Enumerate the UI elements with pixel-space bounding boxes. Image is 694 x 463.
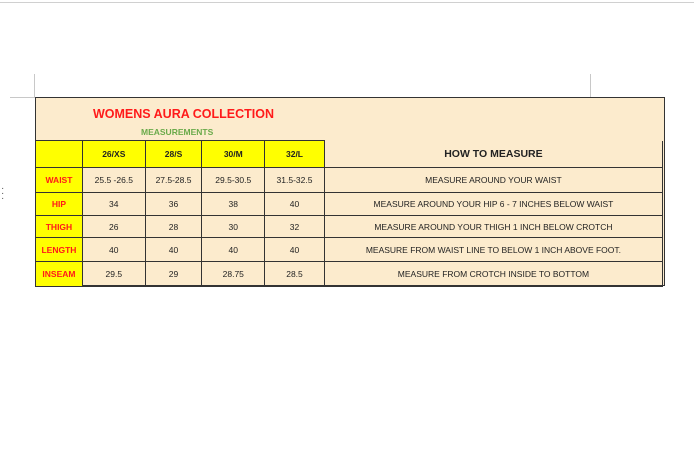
table-row: WAIST 25.5 -26.5 27.5-28.5 29.5-30.5 31.5-32…	[35, 167, 664, 193]
measure-label: THIGH	[35, 215, 83, 238]
size-header: 30/M	[201, 140, 266, 168]
measure-value: 30	[201, 215, 266, 238]
measure-value: 40	[264, 192, 325, 216]
page-corner-mark	[34, 74, 35, 97]
chart-subtitle: MEASUREMENTS	[141, 127, 214, 137]
chart-title: WOMENS AURA COLLECTION	[93, 107, 275, 121]
measure-value: 32	[264, 215, 325, 238]
measure-value: 25.5 -26.5	[81, 167, 146, 193]
measure-value: 34	[81, 192, 146, 216]
table-row: HIP 34 36 38 40 MEASURE AROUND YOUR HIP 6 - 7…	[35, 192, 664, 216]
measure-value: 38	[201, 192, 266, 216]
corner-cell	[35, 140, 83, 168]
table-row: INSEAM 29.5 29 28.75 28.5 MEASURE FROM CROTCH…	[35, 261, 664, 287]
measure-value: 28.75	[201, 261, 266, 287]
how-to-measure-header: HOW TO MEASURE	[323, 140, 664, 168]
measure-value: 31.5-32.5	[264, 167, 325, 193]
table-row: LENGTH 40 40 40 40 MEASURE FROM WAIST LINE TO…	[35, 237, 664, 262]
measure-value: 26	[81, 215, 146, 238]
measure-label: INSEAM	[35, 261, 83, 287]
size-table: 26/XS 28/S 30/M 32/L HOW TO MEASURE WAIS…	[35, 140, 664, 287]
header-row: 26/XS 28/S 30/M 32/L HOW TO MEASURE	[35, 140, 664, 168]
table-row: THIGH 26 28 30 32 MEASURE AROUND YOUR THIGH 1…	[35, 215, 664, 238]
measure-value: 28.5	[264, 261, 325, 287]
how-to-measure-text: MEASURE AROUND YOUR WAIST	[323, 167, 664, 193]
measure-value: 29.5	[81, 261, 146, 287]
measure-value: 36	[144, 192, 203, 216]
how-to-measure-text: MEASURE AROUND YOUR HIP 6 - 7 INCHES BEL…	[323, 192, 664, 216]
measure-value: 29	[144, 261, 203, 287]
measure-value: 40	[201, 237, 266, 262]
measure-label: LENGTH	[35, 237, 83, 262]
size-header: 32/L	[264, 140, 325, 168]
size-header: 26/XS	[81, 140, 146, 168]
size-header: 28/S	[144, 140, 203, 168]
measure-value: 28	[144, 215, 203, 238]
measure-label: WAIST	[35, 167, 83, 193]
how-to-measure-text: MEASURE AROUND YOUR THIGH 1 INCH BELOW C…	[323, 215, 664, 238]
page-corner-mark	[10, 97, 35, 98]
how-to-measure-text: MEASURE FROM WAIST LINE TO BELOW 1 INCH …	[323, 237, 664, 262]
how-to-measure-text: MEASURE FROM CROTCH INSIDE TO BOTTOM	[323, 261, 664, 287]
measure-value: 27.5-28.5	[144, 167, 203, 193]
window-top-border	[0, 2, 694, 3]
page-corner-mark	[590, 74, 591, 97]
drag-handle-icon[interactable]: · · ·	[1, 183, 5, 204]
measure-label: HIP	[35, 192, 83, 216]
measure-value: 40	[81, 237, 146, 262]
measure-value: 40	[144, 237, 203, 262]
size-chart: WOMENS AURA COLLECTION MEASUREMENTS 26/X…	[35, 97, 665, 287]
measure-value: 40	[264, 237, 325, 262]
measure-value: 29.5-30.5	[201, 167, 266, 193]
